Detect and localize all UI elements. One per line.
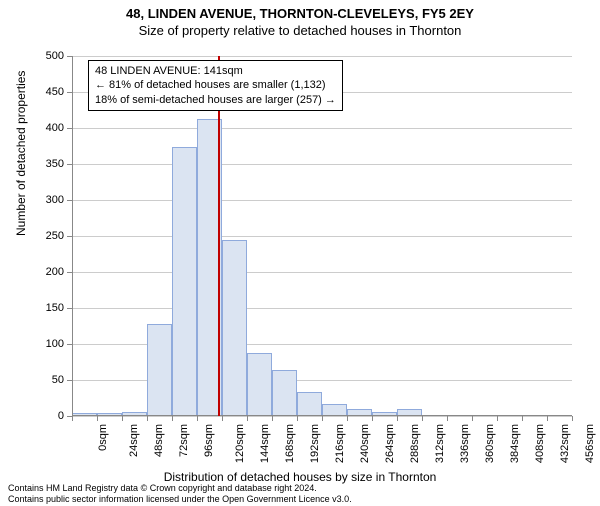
xtick-mark: [322, 416, 323, 421]
xtick-label: 360sqm: [484, 424, 496, 463]
xtick-mark: [197, 416, 198, 421]
xtick-label: 264sqm: [384, 424, 396, 463]
footer-line-1: Contains HM Land Registry data © Crown c…: [8, 483, 352, 493]
xtick-mark: [272, 416, 273, 421]
grid-line: [72, 56, 572, 57]
chart-plot-area: 0501001502002503003504004505000sqm24sqm4…: [72, 56, 572, 416]
xtick-label: 336sqm: [459, 424, 471, 463]
footer-attribution: Contains HM Land Registry data © Crown c…: [8, 483, 352, 504]
xtick-label: 120sqm: [234, 424, 246, 463]
ytick-label: 500: [34, 50, 64, 62]
xtick-mark: [472, 416, 473, 421]
xtick-mark: [522, 416, 523, 421]
xtick-mark: [422, 416, 423, 421]
info-line-1: 48 LINDEN AVENUE: 141sqm: [95, 64, 336, 78]
histogram-bar: [297, 392, 322, 416]
xtick-label: 408sqm: [534, 424, 546, 463]
footer-line-2: Contains public sector information licen…: [8, 494, 352, 504]
xtick-mark: [397, 416, 398, 421]
histogram-bar: [222, 240, 247, 416]
chart-title-main: 48, LINDEN AVENUE, THORNTON-CLEVELEYS, F…: [0, 6, 600, 21]
xtick-label: 240sqm: [359, 424, 371, 463]
xtick-label: 192sqm: [309, 424, 321, 463]
xtick-mark: [222, 416, 223, 421]
ytick-label: 50: [34, 374, 64, 386]
grid-line: [72, 128, 572, 129]
xtick-label: 312sqm: [434, 424, 446, 463]
xtick-mark: [297, 416, 298, 421]
xtick-mark: [372, 416, 373, 421]
ytick-label: 250: [34, 230, 64, 242]
info-line-2: ← 81% of detached houses are smaller (1,…: [95, 78, 336, 92]
xtick-mark: [97, 416, 98, 421]
ytick-label: 0: [34, 410, 64, 422]
xtick-mark: [172, 416, 173, 421]
xtick-mark: [247, 416, 248, 421]
xtick-label: 0sqm: [97, 424, 109, 451]
info-annotation-box: 48 LINDEN AVENUE: 141sqm ← 81% of detach…: [88, 60, 343, 111]
xtick-label: 288sqm: [409, 424, 421, 463]
histogram-bar: [172, 147, 197, 416]
ytick-label: 200: [34, 266, 64, 278]
ytick-label: 350: [34, 158, 64, 170]
ytick-label: 400: [34, 122, 64, 134]
xtick-label: 96sqm: [203, 424, 215, 457]
xtick-label: 24sqm: [128, 424, 140, 457]
xtick-mark: [497, 416, 498, 421]
ytick-label: 150: [34, 302, 64, 314]
grid-line: [72, 308, 572, 309]
grid-line: [72, 200, 572, 201]
y-axis-label: Number of detached properties: [14, 71, 28, 236]
xtick-label: 144sqm: [259, 424, 271, 463]
xtick-label: 384sqm: [509, 424, 521, 463]
ytick-label: 450: [34, 86, 64, 98]
xtick-label: 72sqm: [178, 424, 190, 457]
xtick-mark: [122, 416, 123, 421]
xtick-mark: [572, 416, 573, 421]
xtick-mark: [147, 416, 148, 421]
xtick-mark: [447, 416, 448, 421]
xtick-label: 168sqm: [284, 424, 296, 463]
xtick-mark: [347, 416, 348, 421]
xtick-label: 48sqm: [153, 424, 165, 457]
chart-title-sub: Size of property relative to detached ho…: [0, 23, 600, 38]
xtick-label: 456sqm: [584, 424, 596, 463]
ytick-label: 300: [34, 194, 64, 206]
info-line-3: 18% of semi-detached houses are larger (…: [95, 93, 336, 107]
ytick-label: 100: [34, 338, 64, 350]
grid-line: [72, 164, 572, 165]
grid-line: [72, 272, 572, 273]
xtick-label: 216sqm: [334, 424, 346, 463]
y-axis-line: [72, 56, 73, 416]
grid-line: [72, 236, 572, 237]
histogram-bar: [272, 370, 297, 416]
xtick-label: 432sqm: [559, 424, 571, 463]
histogram-bar: [247, 353, 272, 416]
xtick-mark: [72, 416, 73, 421]
xtick-mark: [547, 416, 548, 421]
histogram-bar: [147, 324, 172, 416]
x-axis-label: Distribution of detached houses by size …: [0, 470, 600, 484]
